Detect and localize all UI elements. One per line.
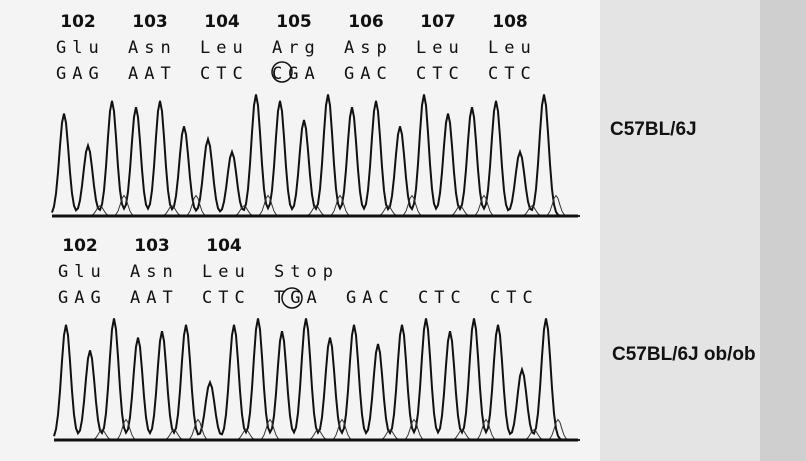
strain-label: C57BL/6J ob/ob: [612, 344, 756, 365]
page-edge: [760, 0, 806, 461]
codon-number: 107: [420, 12, 456, 32]
codon: CTC: [418, 288, 467, 308]
codon-number: 102: [62, 236, 98, 256]
amino-acid: Asn: [130, 262, 179, 282]
amino-acid: Asn: [128, 38, 177, 58]
codon: GAG: [58, 288, 107, 308]
codon: AAT: [130, 288, 179, 308]
codon: CTC: [202, 288, 251, 308]
codon: CGA: [272, 64, 321, 84]
figure: 102 103 104 105 106 107 108 Glu Asn Leu Arg Asp Leu L…: [0, 0, 806, 461]
codon: GAG: [56, 64, 105, 84]
codon-number: 103: [134, 236, 170, 256]
codon-number: 104: [206, 236, 242, 256]
amino-acid: Glu: [58, 262, 107, 282]
codon: AAT: [128, 64, 177, 84]
codon-number: 106: [348, 12, 384, 32]
codon-number: 105: [276, 12, 312, 32]
codon-number: 104: [204, 12, 240, 32]
strain-label: C57BL/6J: [610, 119, 697, 140]
amino-acid: Stop: [274, 262, 339, 282]
codon-number: 103: [132, 12, 168, 32]
codon: CTC: [488, 64, 537, 84]
codon-number: 108: [492, 12, 528, 32]
codon: GAC: [344, 64, 393, 84]
amino-acid: Leu: [488, 38, 537, 58]
amino-acid: Leu: [202, 262, 251, 282]
amino-acid: Asp: [344, 38, 393, 58]
codon: CTC: [490, 288, 539, 308]
codon: CTC: [200, 64, 249, 84]
amino-acid: Leu: [416, 38, 465, 58]
codon: TGA: [274, 288, 323, 308]
codon: GAC: [346, 288, 395, 308]
codon: CTC: [416, 64, 465, 84]
amino-acid: Arg: [272, 38, 321, 58]
codon-number: 102: [60, 12, 96, 32]
amino-acid: Glu: [56, 38, 105, 58]
amino-acid: Leu: [200, 38, 249, 58]
